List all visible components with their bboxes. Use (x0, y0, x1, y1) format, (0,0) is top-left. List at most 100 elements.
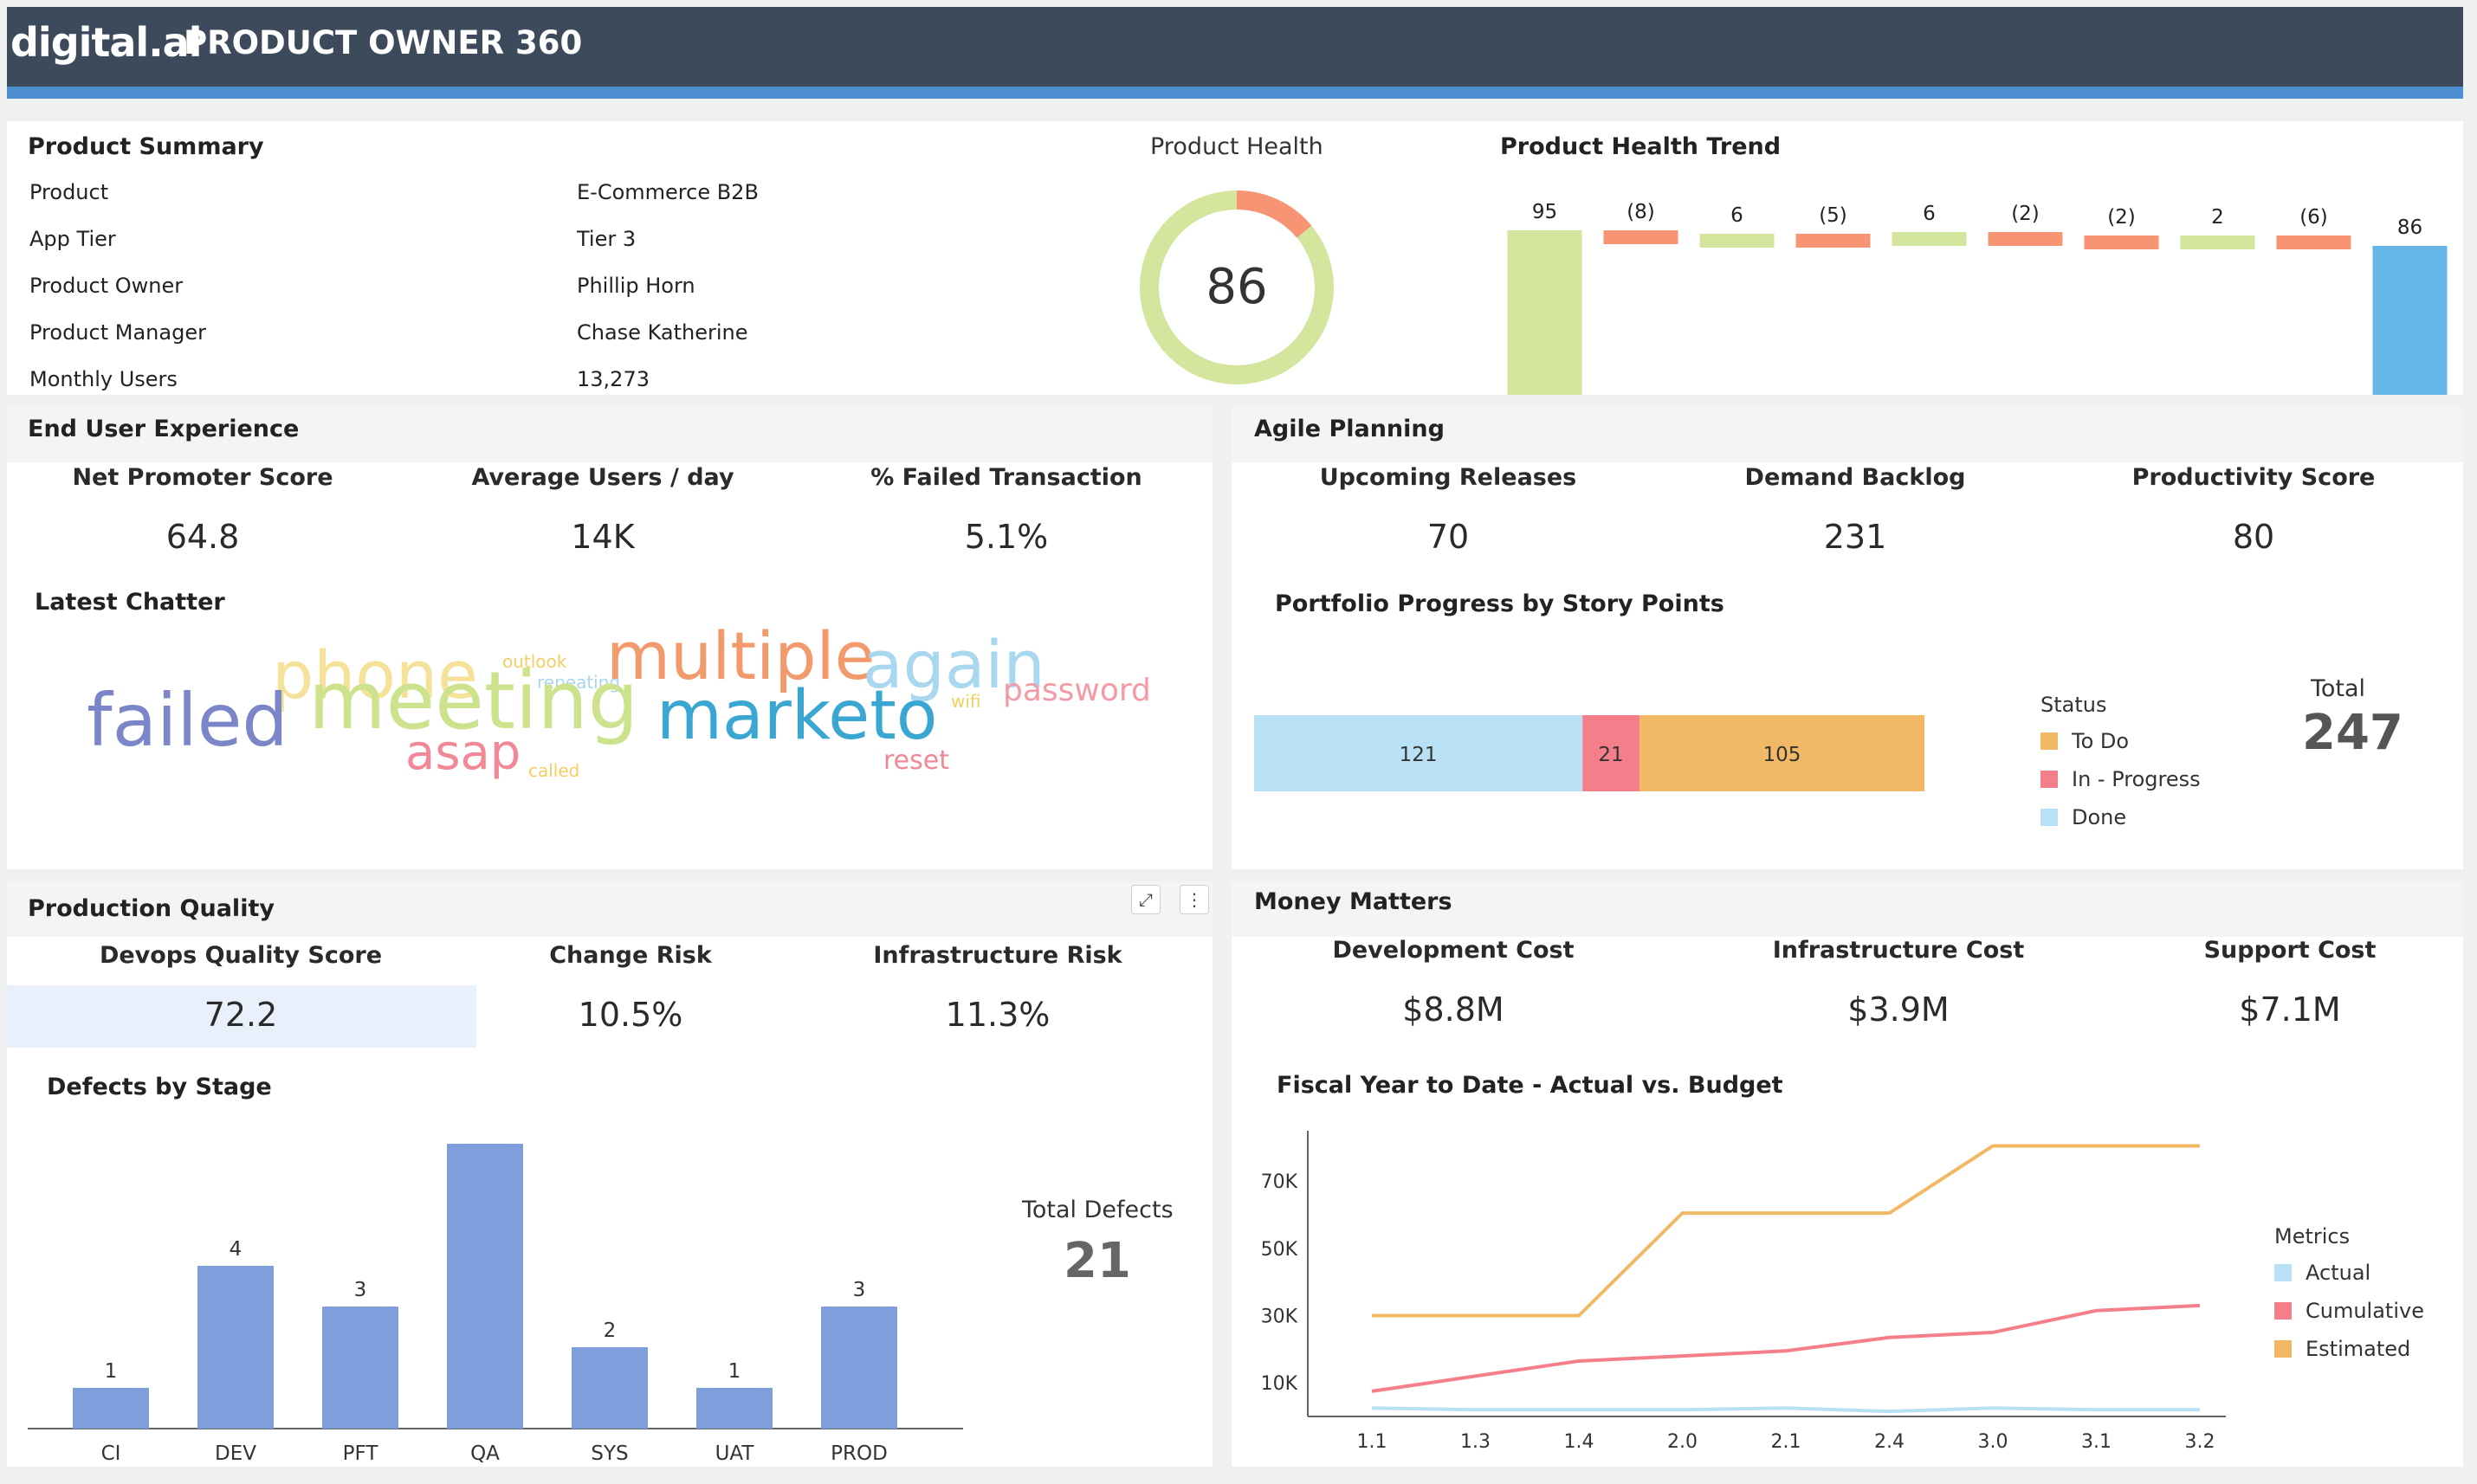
summary-row-value: Chase Katherine (577, 320, 748, 345)
portfolio-total-label: Total (2311, 675, 2366, 702)
status-legend-item[interactable]: Done (2040, 805, 2126, 829)
defect-bar[interactable] (696, 1388, 773, 1429)
defect-bar[interactable] (73, 1388, 149, 1429)
app-header (7, 7, 2463, 87)
trend-bar[interactable] (2372, 246, 2448, 395)
chatter-word[interactable]: asap (405, 725, 521, 781)
defect-bar-label: 3 (853, 1279, 866, 1301)
kpi-value: 231 (1823, 518, 1887, 556)
defect-bar[interactable] (572, 1347, 648, 1429)
panel-header (7, 407, 1213, 462)
defect-bar[interactable] (447, 1144, 523, 1429)
panel-header (7, 881, 1213, 937)
y-tick-label: 30K (1261, 1307, 1298, 1328)
defect-bar[interactable] (197, 1266, 274, 1429)
legend-label: Estimated (2306, 1337, 2411, 1361)
trend-bar-label: (6) (2299, 206, 2328, 229)
more-options-icon[interactable]: ⋮ (1180, 885, 1209, 914)
chatter-word[interactable]: again (863, 626, 1045, 703)
defect-stage-label: PROD (831, 1442, 888, 1465)
chatter-word[interactable]: password (1003, 673, 1151, 708)
trend-bar[interactable] (1699, 234, 1775, 248)
kpi-value: 5.1% (964, 518, 1049, 556)
metrics-legend-item[interactable]: Cumulative (2274, 1299, 2424, 1323)
product-summary-title: Product Summary (28, 133, 264, 160)
legend-label: Cumulative (2306, 1299, 2424, 1323)
trend-bar-label: 95 (1532, 201, 1557, 223)
kpi-label: Development Cost (1332, 937, 1575, 964)
chatter-word[interactable]: multiple (606, 617, 876, 694)
expand-icon[interactable]: ⤢ (1131, 885, 1161, 914)
chatter-word[interactable]: repeating (537, 672, 621, 693)
metrics-legend-item[interactable]: Estimated (2274, 1337, 2410, 1361)
defect-stage-label: SYS (591, 1442, 628, 1465)
trend-bar-label: (2) (2107, 206, 2136, 229)
agile-planning-panel: Agile Planning Upcoming Releases 70 Demand… (1232, 407, 2463, 869)
top-panel: Product Summary Product E-Commerce B2B App… (7, 121, 2463, 395)
chatter-word[interactable]: reset (883, 745, 949, 776)
chatter-word[interactable]: outlook (502, 651, 567, 672)
legend-swatch (2040, 809, 2058, 826)
status-legend-item[interactable]: To Do (2040, 729, 2129, 753)
defect-stage-label: UAT (715, 1442, 755, 1465)
metrics-legend-title: Metrics (2274, 1224, 2351, 1248)
kpi-label: Upcoming Releases (1319, 464, 1577, 491)
defect-bar[interactable] (322, 1307, 398, 1429)
x-tick-label: 2.4 (1874, 1431, 1905, 1453)
kpi-value: $3.9M (1847, 990, 1950, 1029)
panel-header (1232, 881, 2463, 937)
portfolio-segment[interactable] (1639, 715, 1924, 791)
trend-bar[interactable] (2180, 236, 2255, 249)
portfolio-segment[interactable] (1582, 715, 1639, 791)
series-line-estimated[interactable] (1372, 1144, 2200, 1318)
defects-by-stage-title: Defects by Stage (47, 1074, 272, 1100)
chatter-word[interactable]: failed (87, 678, 288, 763)
fytd-line-chart: 10K 30K 50K 70K 1.1 1.3 1.4 2.0 2.1 2.4 3.0 3.1 3.2 (1261, 1131, 2226, 1453)
portfolio-segment[interactable] (1254, 715, 1583, 791)
latest-chatter-title: Latest Chatter (35, 589, 225, 616)
defect-stage-label: QA (470, 1442, 500, 1465)
trend-bar[interactable] (1795, 234, 1871, 248)
product-health-donut: 86 (1140, 190, 1334, 384)
defect-bar-label: 1 (105, 1360, 118, 1383)
chatter-word[interactable]: marketo (656, 677, 938, 755)
defect-bar-label: 3 (354, 1279, 367, 1301)
donut-bad-arc (1140, 190, 1334, 384)
trend-bar[interactable] (2084, 236, 2159, 249)
trend-bar-label: 2 (2211, 206, 2224, 229)
chatter-word[interactable]: called (528, 760, 580, 781)
defect-bar[interactable] (821, 1307, 897, 1429)
portfolio-segment-label: 105 (1763, 744, 1801, 766)
chatter-word[interactable]: phone (272, 636, 478, 713)
trend-bar-label: 6 (1923, 203, 1936, 225)
trend-bar-label: 86 (2397, 216, 2422, 239)
summary-row-value: 13,273 (577, 367, 650, 391)
trend-bar-label: (5) (1819, 204, 1847, 227)
x-tick-label: 1.1 (1357, 1431, 1387, 1453)
chatter-word[interactable]: wifi (951, 691, 981, 712)
status-legend-item[interactable]: In - Progress (2040, 767, 2201, 791)
kpi-value: 11.3% (945, 996, 1051, 1034)
kpi-label: % Failed Transaction (870, 464, 1142, 491)
defect-bar-label: 4 (230, 1238, 243, 1261)
series-line-cumulative[interactable] (1371, 1303, 2201, 1393)
app-title: PRODUCT OWNER 360 (184, 24, 583, 61)
kpi-value: 70 (1426, 518, 1470, 556)
trend-bar[interactable] (1988, 232, 2063, 246)
trend-bar-label: (2) (2011, 203, 2040, 225)
kpi-label: Infrastructure Risk (873, 942, 1122, 969)
health-trend-title: Product Health Trend (1500, 133, 1782, 160)
chatter-word[interactable]: meeting (308, 655, 639, 747)
portfolio-segment-label: 21 (1598, 744, 1623, 766)
x-tick-label: 2.1 (1771, 1431, 1801, 1453)
trend-bar[interactable] (1892, 232, 1967, 246)
trend-bar[interactable] (1507, 230, 1582, 395)
metrics-legend-item[interactable]: Actual (2274, 1261, 2370, 1285)
trend-bar[interactable] (2276, 236, 2351, 249)
x-tick-label: 3.2 (2185, 1431, 2215, 1453)
chatter-word-cloud: phone outlook repeating multiple again failed… (7, 623, 1213, 866)
digital-ai-logo[interactable]: digital.ai (10, 19, 202, 66)
trend-bar[interactable] (1603, 230, 1678, 244)
summary-row-label: Product (29, 180, 109, 204)
series-line-actual[interactable] (1371, 1406, 2200, 1414)
